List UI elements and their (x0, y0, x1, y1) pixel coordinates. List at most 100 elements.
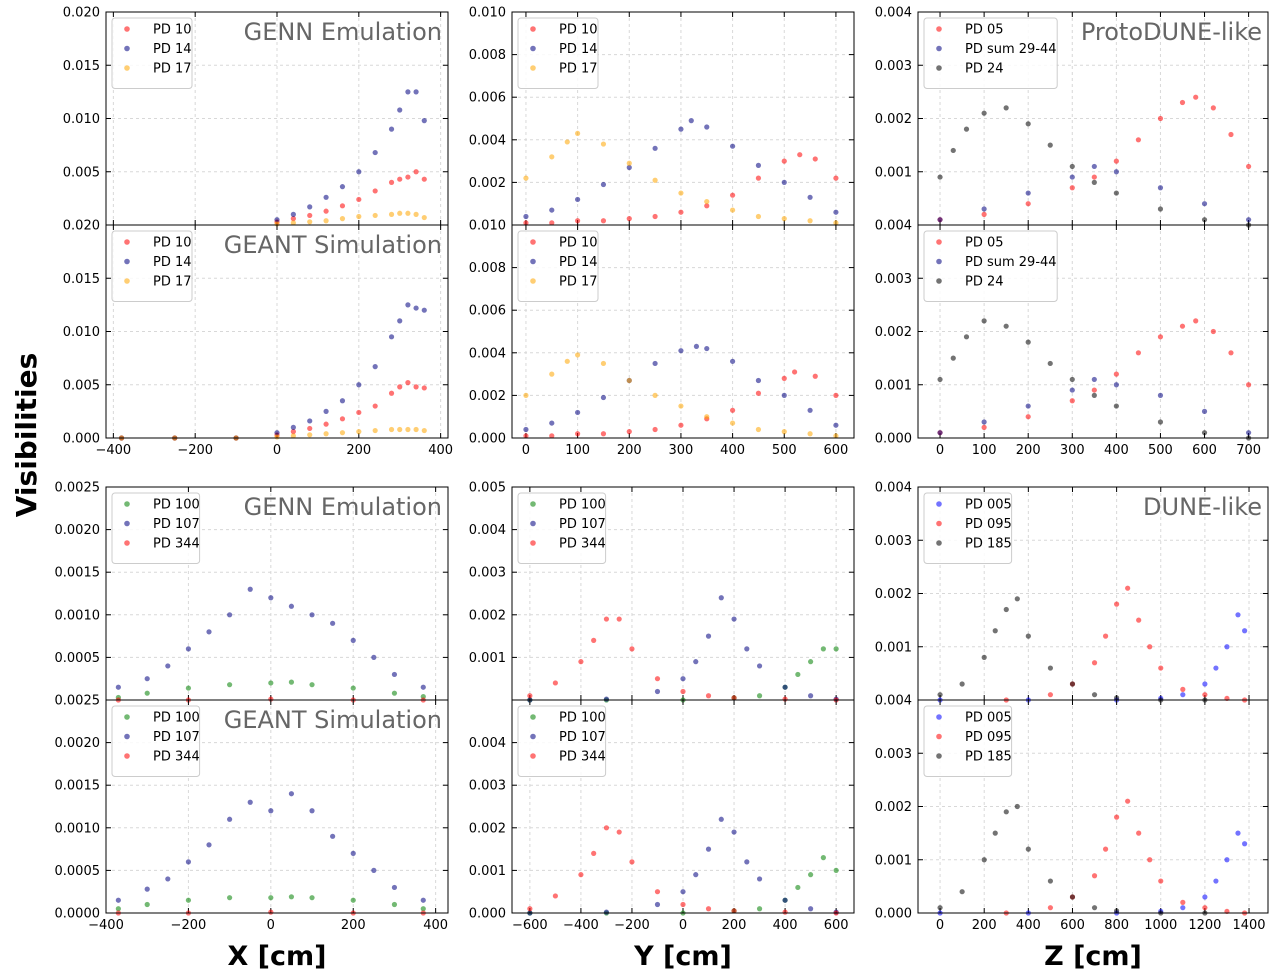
data-point (731, 829, 737, 835)
data-point (307, 204, 313, 210)
data-point (1025, 403, 1031, 409)
data-point (1091, 392, 1097, 398)
data-point (1091, 387, 1097, 393)
data-point (937, 905, 943, 911)
data-point (833, 867, 839, 874)
legend-marker (124, 239, 130, 245)
panel: 0.0000 0.0005 0.0010 0.0015 0.0020 0.0025 −400… (55, 694, 449, 970)
data-point (1047, 142, 1053, 148)
y-tick-label: 0.004 (875, 219, 912, 234)
data-point (680, 889, 686, 895)
data-point (307, 425, 313, 432)
data-point (729, 143, 736, 149)
data-point (1201, 201, 1208, 207)
data-point (591, 637, 597, 643)
data-point (578, 659, 584, 665)
data-point (1157, 392, 1164, 398)
data-point (290, 220, 296, 226)
data-point (729, 358, 736, 364)
x-tick-label: −200 (177, 443, 213, 458)
x-tick-label: 400 (428, 443, 453, 458)
data-point (1201, 217, 1208, 223)
data-point (274, 434, 280, 440)
data-point (781, 375, 787, 381)
legend-marker (124, 753, 130, 759)
data-point (523, 175, 529, 181)
y-tick-label: 0.000 (469, 907, 506, 922)
x-tick-label: 200 (346, 443, 371, 458)
data-point (388, 426, 395, 433)
x-tick-label: 500 (772, 443, 797, 458)
data-point (165, 663, 171, 669)
data-point (600, 360, 607, 367)
data-point (820, 855, 826, 861)
data-point (420, 906, 426, 912)
data-point (729, 420, 736, 426)
data-point (603, 825, 610, 831)
data-point (693, 343, 700, 350)
y-tick-label: 0.0010 (55, 821, 101, 836)
data-point (833, 646, 839, 652)
y-tick-label: 0.000 (875, 907, 912, 922)
legend-marker (124, 258, 130, 265)
data-point (992, 628, 998, 634)
y-tick-label: 0.003 (875, 534, 912, 549)
data-point (616, 616, 622, 622)
data-point (1102, 846, 1109, 852)
panel: 0.001 0.002 0.003 0.004 PD 005 PD 095 PD 185 DU… (875, 481, 1269, 703)
data-point (781, 216, 787, 222)
data-point (629, 646, 635, 652)
data-point (937, 430, 943, 436)
y-tick-label: 0.0020 (55, 523, 101, 538)
x-tick-label: 200 (722, 918, 747, 933)
data-point (144, 886, 150, 892)
data-point (549, 420, 555, 426)
data-point (1125, 585, 1131, 591)
data-point (1147, 644, 1153, 650)
data-point (833, 175, 839, 181)
legend-marker (530, 714, 536, 720)
data-point (290, 216, 296, 222)
data-point (413, 426, 419, 433)
data-point (1025, 190, 1031, 196)
y-tick-label: 0.020 (63, 219, 100, 234)
data-point (1202, 681, 1208, 687)
data-point (791, 369, 798, 375)
data-point (1201, 408, 1208, 414)
data-point (227, 895, 233, 901)
y-tick-label: 0.004 (875, 694, 912, 709)
data-point (575, 409, 581, 416)
y-tick-label: 0.006 (469, 91, 506, 106)
data-point (527, 906, 533, 912)
y-tick-label: 0.002 (469, 821, 506, 836)
legend-label: PD 10 (559, 23, 598, 38)
legend-marker (530, 520, 536, 527)
data-point (603, 616, 610, 622)
panel: 0.001 0.002 0.003 0.004 0.005 PD 100 PD 107 PD … (469, 481, 855, 703)
data-point (268, 595, 274, 601)
legend-label: PD 17 (153, 275, 192, 290)
data-point (330, 833, 336, 839)
data-point (564, 139, 570, 145)
data-point (356, 429, 362, 435)
data-point (527, 693, 533, 699)
data-point (1157, 185, 1164, 191)
y-tick-label: 0.003 (875, 59, 912, 74)
data-point (1158, 878, 1164, 884)
data-point (1235, 612, 1241, 618)
x-tick-label: 1200 (1188, 918, 1221, 933)
data-point (405, 302, 411, 308)
data-point (185, 685, 192, 691)
legend-label: PD 005 (965, 711, 1012, 726)
legend-marker (530, 258, 536, 265)
legend-label: PD 17 (559, 275, 598, 290)
data-point (693, 872, 699, 878)
data-point (1114, 908, 1120, 914)
data-point (388, 390, 395, 396)
data-point (654, 901, 661, 908)
y-tick-label: 0.015 (63, 272, 100, 287)
panel: 0.005 0.010 0.015 0.020 PD 10 PD 14 PD 17 GENN … (63, 6, 449, 227)
data-point (795, 884, 801, 891)
data-point (421, 118, 427, 124)
